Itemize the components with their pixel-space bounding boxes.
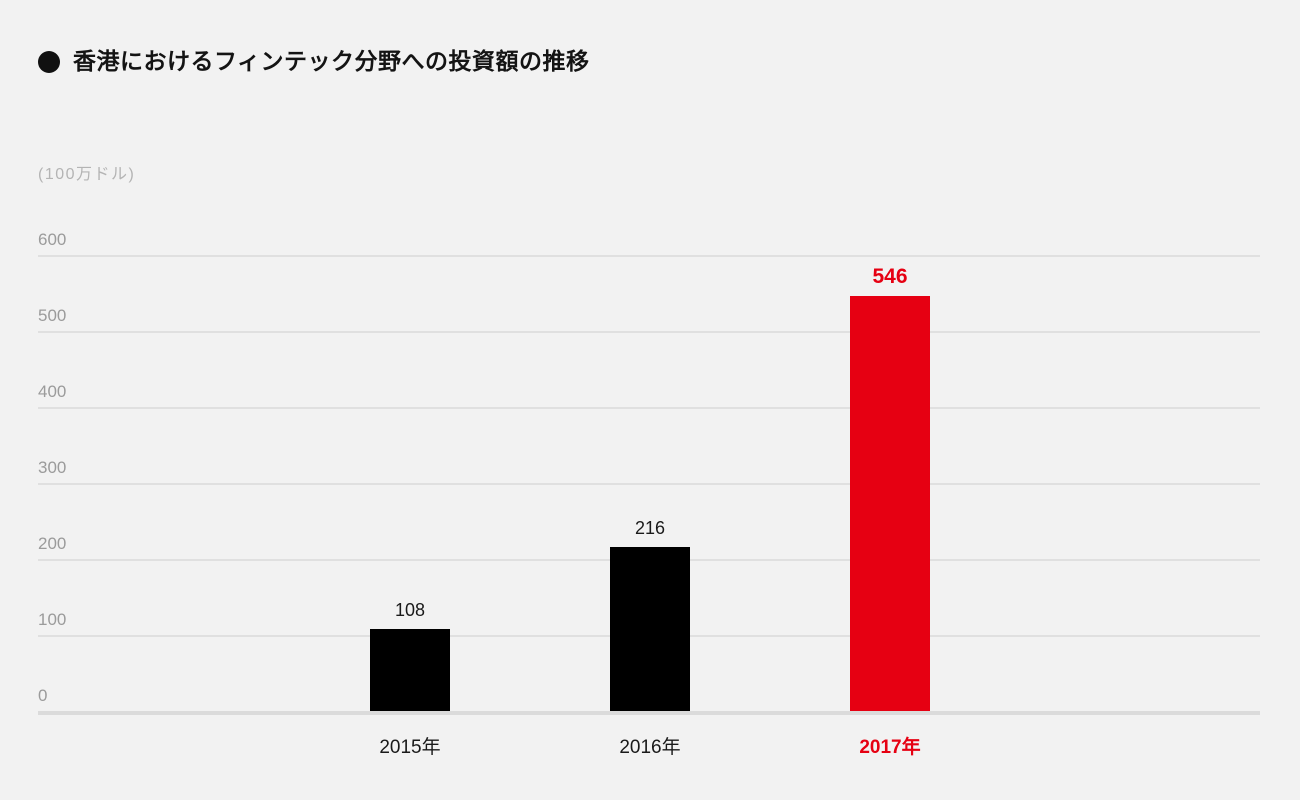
bar-value-label-2016年: 216 (634, 518, 666, 538)
x-axis-baseline (38, 711, 1260, 715)
x-axis-label-2016年: 2016年 (619, 737, 681, 758)
y-tick-label-100: 100 (38, 610, 67, 629)
y-tick-label-300: 300 (38, 458, 67, 477)
bar-2016年 (610, 547, 690, 711)
y-axis-unit-label: (100万ドル) (38, 166, 136, 183)
gridline-400 (38, 407, 1260, 409)
y-tick-label-400: 400 (38, 382, 67, 401)
gridline-500 (38, 331, 1260, 333)
y-tick-label-500: 500 (38, 306, 67, 325)
bar-2015年 (370, 629, 450, 711)
bar-value-label-2017年: 546 (872, 265, 908, 288)
x-axis-label-2017年: 2017年 (859, 737, 921, 758)
x-axis-label-2015年: 2015年 (379, 737, 441, 758)
page-title: 香港におけるフィンテック分野への投資額の推移 (73, 48, 590, 74)
bar-value-label-2015年: 108 (394, 600, 426, 620)
bar-2017年 (850, 296, 930, 711)
chart-title-row: 香港におけるフィンテック分野への投資額の推移 (38, 50, 590, 73)
filled-circle-bullet-icon (38, 50, 60, 73)
y-tick-label-0: 0 (38, 686, 48, 705)
y-tick-label-200: 200 (38, 534, 67, 553)
gridline-600 (38, 255, 1260, 257)
y-tick-label-600: 600 (38, 230, 67, 249)
gridline-300 (38, 483, 1260, 485)
